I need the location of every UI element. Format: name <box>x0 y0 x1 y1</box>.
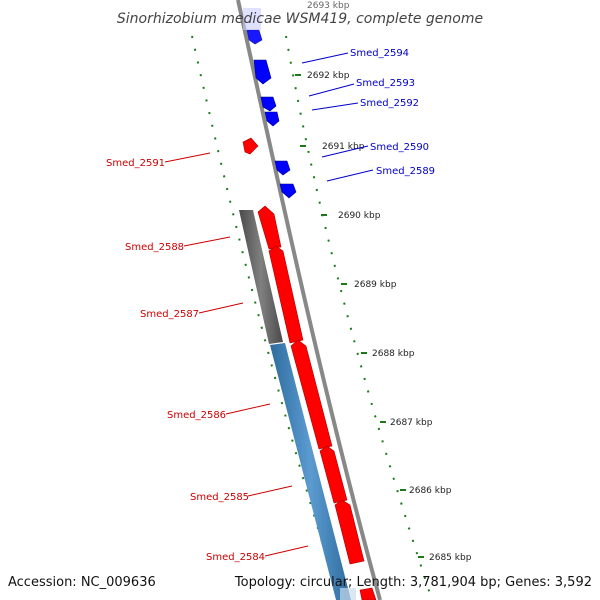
tick-label: 2688 kbp <box>372 349 415 359</box>
reverse-genes <box>246 29 297 199</box>
tile-fragment-top <box>243 8 261 30</box>
tick-label: 2690 kbp <box>338 211 381 221</box>
tick-label: 2692 kbp <box>307 71 350 81</box>
gene-smed-2589-arrow <box>279 183 297 199</box>
gene-smed-2594-arrow <box>253 59 272 85</box>
gene-smed-2593-arrow <box>260 96 277 112</box>
reverse-gene-labels: Smed_2594 Smed_2593 Smed_2592 Smed_2590 … <box>301 48 435 182</box>
gene-label-smed-2593: Smed_2593 <box>356 78 415 89</box>
gene-label-smed-2589: Smed_2589 <box>376 166 435 177</box>
gene-label-smed-2586: Smed_2586 <box>167 410 226 421</box>
cog-gray-segment <box>239 210 283 344</box>
tick-label: 2685 kbp <box>429 553 472 563</box>
gene-smed-2584-arrow <box>334 499 365 565</box>
gene-label-smed-2592: Smed_2592 <box>360 98 419 109</box>
forward-genes <box>242 137 377 600</box>
tile-fragment-bottom <box>340 588 356 600</box>
gene-label-smed-2584: Smed_2584 <box>206 552 265 563</box>
tick-label: 2689 kbp <box>354 280 397 290</box>
tick-label: 2687 kbp <box>390 418 433 428</box>
map-title: Sinorhizobium medicae WSM419, complete g… <box>117 11 483 27</box>
backbone-circle <box>236 0 382 600</box>
tick-label: 2693 kbp <box>307 1 350 11</box>
gene-smed-2592-arrow <box>264 111 280 127</box>
gene-smed-2587-arrow <box>268 245 304 344</box>
tick-labels: 2693 kbp 2692 kbp 2691 kbp 2690 kbp 2689… <box>307 1 472 563</box>
gene-label-smed-2585: Smed_2585 <box>190 492 249 503</box>
accession-text: Accession: NC_009636 <box>8 575 156 590</box>
gene-label-smed-2587: Smed_2587 <box>140 309 199 320</box>
genome-summary-text: Topology: circular; Length: 3,781,904 bp… <box>234 575 592 590</box>
gene-partial-arrow <box>359 587 377 600</box>
gene-label-smed-2588: Smed_2588 <box>125 242 184 253</box>
tick-label: 2691 kbp <box>322 142 365 152</box>
gene-smed-2585-arrow <box>319 445 348 504</box>
forward-gene-labels: Smed_2591 Smed_2588 Smed_2587 Smed_2586 … <box>106 152 309 563</box>
gene-smed-2591-arrow <box>242 137 259 155</box>
gene-smed-2590-arrow <box>274 160 291 176</box>
gene-smed-2588-arrow <box>257 205 282 250</box>
tick-marks <box>295 74 424 558</box>
gene-label-smed-2590: Smed_2590 <box>370 142 429 153</box>
cog-blue-segment <box>270 343 351 600</box>
gene-label-smed-2594: Smed_2594 <box>350 48 409 59</box>
gene-smed-2586-arrow <box>290 339 333 450</box>
gene-label-smed-2591: Smed_2591 <box>106 158 165 169</box>
tick-label: 2686 kbp <box>409 486 452 496</box>
